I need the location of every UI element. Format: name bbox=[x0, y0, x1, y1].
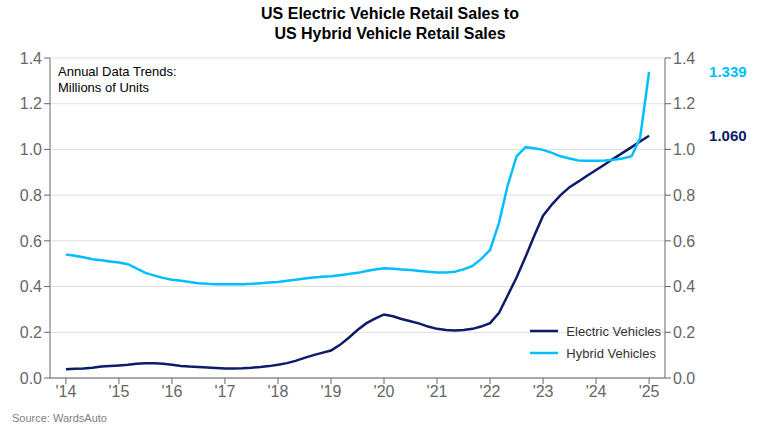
svg-text:'14: '14 bbox=[55, 383, 76, 400]
svg-text:'20: '20 bbox=[374, 383, 395, 400]
svg-text:0.6: 0.6 bbox=[673, 233, 695, 250]
html-text:Source: WardsAuto: Source: WardsAuto bbox=[12, 412, 107, 424]
html-text:US Electric Vehicle Retail Sal: US Electric Vehicle Retail Sales to US H… bbox=[261, 5, 519, 42]
svg-text:1.339: 1.339 bbox=[709, 63, 747, 80]
html-text:Electric Vehicles: Electric Vehicles bbox=[566, 323, 661, 339]
svg-text:0.4: 0.4 bbox=[20, 278, 42, 295]
svg-text:0.6: 0.6 bbox=[20, 233, 42, 250]
html-text:Annual Data Trends: Millions o: Annual Data Trends: Millions of Units bbox=[58, 64, 177, 95]
svg-text:1.0: 1.0 bbox=[673, 141, 695, 158]
svg-text:'21: '21 bbox=[427, 383, 448, 400]
svg-text:1.2: 1.2 bbox=[673, 95, 695, 112]
svg-text:0.2: 0.2 bbox=[673, 324, 695, 341]
svg-text:1.060: 1.060 bbox=[709, 127, 747, 144]
svg-text:1.4: 1.4 bbox=[673, 50, 695, 67]
svg-text:'24: '24 bbox=[586, 383, 607, 400]
svg-text:0.8: 0.8 bbox=[673, 187, 695, 204]
html-text:Hybrid Vehicles: Hybrid Vehicles bbox=[566, 345, 656, 361]
svg-text:0.0: 0.0 bbox=[673, 370, 695, 387]
svg-text:'15: '15 bbox=[108, 383, 129, 400]
svg-text:0.2: 0.2 bbox=[20, 324, 42, 341]
svg-text:1.0: 1.0 bbox=[20, 141, 42, 158]
svg-text:'18: '18 bbox=[268, 383, 289, 400]
svg-text:'17: '17 bbox=[215, 383, 236, 400]
svg-text:'19: '19 bbox=[321, 383, 342, 400]
svg-text:'22: '22 bbox=[480, 383, 501, 400]
svg-text:'23: '23 bbox=[533, 383, 554, 400]
svg-text:'25: '25 bbox=[639, 383, 660, 400]
svg-text:'16: '16 bbox=[162, 383, 183, 400]
svg-text:1.4: 1.4 bbox=[20, 50, 42, 67]
svg-text:0.0: 0.0 bbox=[20, 370, 42, 387]
svg-text:0.4: 0.4 bbox=[673, 278, 695, 295]
svg-text:0.8: 0.8 bbox=[20, 187, 42, 204]
svg-text:1.2: 1.2 bbox=[20, 95, 42, 112]
